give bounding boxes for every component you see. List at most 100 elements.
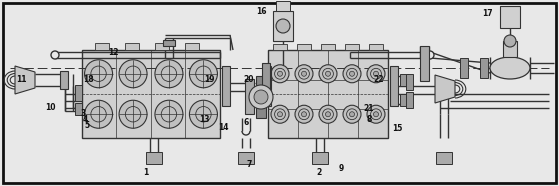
- Text: 22: 22: [373, 76, 383, 84]
- Bar: [163, 40, 175, 46]
- Circle shape: [343, 65, 361, 83]
- Circle shape: [323, 68, 333, 79]
- Text: 9: 9: [338, 164, 344, 173]
- Bar: [256, 76, 266, 118]
- Text: 10: 10: [45, 103, 55, 112]
- Circle shape: [301, 71, 306, 76]
- Circle shape: [325, 112, 330, 117]
- Text: 20: 20: [244, 76, 254, 84]
- Bar: [273, 11, 293, 41]
- Circle shape: [373, 71, 378, 76]
- Circle shape: [504, 35, 516, 47]
- Circle shape: [274, 68, 286, 79]
- Circle shape: [155, 60, 183, 88]
- Circle shape: [347, 68, 357, 79]
- Circle shape: [301, 112, 306, 117]
- Bar: [262, 63, 270, 91]
- Ellipse shape: [51, 51, 59, 59]
- Circle shape: [84, 100, 112, 128]
- Circle shape: [347, 109, 357, 120]
- Text: 18: 18: [83, 76, 94, 84]
- Circle shape: [91, 107, 106, 122]
- Bar: [400, 74, 408, 86]
- Bar: [369, 44, 383, 50]
- Circle shape: [295, 105, 313, 123]
- Bar: [321, 44, 335, 50]
- Text: 13: 13: [199, 116, 209, 124]
- Ellipse shape: [426, 51, 434, 59]
- Circle shape: [84, 60, 112, 88]
- Circle shape: [271, 105, 289, 123]
- Text: 19: 19: [205, 76, 215, 84]
- Text: 12: 12: [108, 48, 118, 57]
- Text: 7: 7: [246, 160, 252, 169]
- Circle shape: [161, 107, 177, 122]
- Circle shape: [319, 105, 337, 123]
- Text: 16: 16: [257, 7, 267, 16]
- Polygon shape: [15, 66, 35, 94]
- Polygon shape: [435, 75, 455, 103]
- Bar: [390, 66, 398, 106]
- Text: 3: 3: [80, 109, 86, 118]
- Circle shape: [277, 71, 282, 76]
- Bar: [460, 58, 468, 78]
- Text: 15: 15: [392, 124, 402, 133]
- Bar: [500, 6, 520, 28]
- Circle shape: [299, 68, 309, 79]
- Bar: [245, 79, 254, 114]
- Circle shape: [125, 66, 141, 81]
- Circle shape: [196, 107, 211, 122]
- Circle shape: [325, 71, 330, 76]
- Bar: [185, 43, 199, 50]
- Circle shape: [119, 60, 147, 88]
- Bar: [60, 71, 68, 89]
- Text: 6: 6: [243, 118, 249, 127]
- Bar: [503, 41, 517, 57]
- Bar: [155, 43, 169, 50]
- Circle shape: [323, 109, 333, 120]
- Text: 14: 14: [219, 123, 229, 132]
- Circle shape: [367, 105, 385, 123]
- Circle shape: [373, 112, 378, 117]
- Text: 11: 11: [16, 76, 26, 84]
- Circle shape: [274, 109, 286, 120]
- Text: 5: 5: [84, 121, 89, 130]
- Bar: [436, 152, 452, 164]
- Circle shape: [161, 66, 177, 81]
- Bar: [75, 103, 82, 115]
- Bar: [268, 50, 388, 138]
- Circle shape: [343, 105, 361, 123]
- Circle shape: [155, 100, 183, 128]
- Bar: [400, 94, 408, 106]
- Bar: [406, 74, 413, 90]
- Circle shape: [91, 66, 106, 81]
- Bar: [264, 66, 271, 106]
- Circle shape: [119, 100, 147, 128]
- Circle shape: [196, 66, 211, 81]
- Bar: [125, 43, 139, 50]
- Bar: [273, 44, 287, 50]
- Bar: [297, 44, 311, 50]
- Circle shape: [349, 112, 354, 117]
- Circle shape: [254, 90, 268, 104]
- Bar: [82, 50, 220, 138]
- Text: 8: 8: [366, 115, 372, 124]
- Circle shape: [367, 65, 385, 83]
- Circle shape: [295, 65, 313, 83]
- Bar: [420, 46, 429, 81]
- Circle shape: [299, 109, 309, 120]
- Circle shape: [190, 60, 217, 88]
- Text: 1: 1: [143, 168, 148, 177]
- Circle shape: [349, 71, 354, 76]
- Circle shape: [371, 109, 381, 120]
- Bar: [95, 43, 109, 50]
- Circle shape: [125, 107, 141, 122]
- Bar: [238, 152, 254, 164]
- Circle shape: [271, 65, 289, 83]
- Bar: [345, 44, 359, 50]
- Text: 21: 21: [364, 104, 374, 113]
- Circle shape: [190, 100, 217, 128]
- Bar: [406, 92, 413, 108]
- Text: 2: 2: [316, 168, 321, 177]
- Bar: [312, 152, 328, 164]
